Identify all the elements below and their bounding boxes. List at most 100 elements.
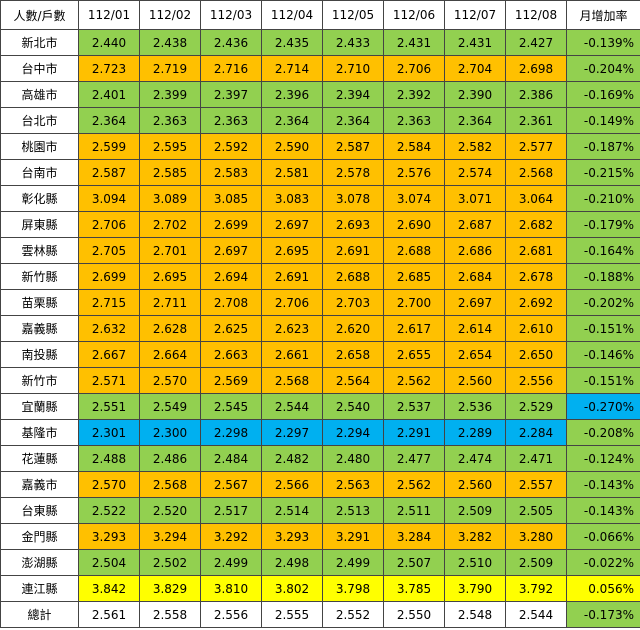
value-cell: 2.697 (444, 289, 506, 316)
header-cell: 112/04 (261, 0, 323, 30)
region-cell: 宜蘭縣 (0, 393, 79, 420)
value-cell: 2.687 (444, 211, 506, 238)
value-cell: 2.570 (139, 367, 201, 394)
value-cell: 2.706 (261, 289, 323, 316)
value-cell: 2.685 (383, 263, 445, 290)
value-cell: 2.550 (383, 601, 445, 628)
value-cell: 2.361 (505, 107, 567, 134)
value-cell: 2.692 (505, 289, 567, 316)
value-cell: 3.284 (383, 523, 445, 550)
value-cell: 2.584 (383, 133, 445, 160)
value-cell: 2.364 (444, 107, 506, 134)
header-cell: 112/05 (322, 0, 384, 30)
value-cell: 2.686 (444, 237, 506, 264)
region-cell: 雲林縣 (0, 237, 79, 264)
header-cell: 112/03 (200, 0, 262, 30)
value-cell: 2.509 (444, 497, 506, 524)
value-cell: 2.300 (139, 419, 201, 446)
value-cell: 3.280 (505, 523, 567, 550)
rate-cell: -0.270% (566, 393, 640, 420)
value-cell: 3.842 (78, 575, 140, 602)
value-cell: 2.700 (383, 289, 445, 316)
value-cell: 2.583 (200, 159, 262, 186)
value-cell: 3.282 (444, 523, 506, 550)
value-cell: 3.790 (444, 575, 506, 602)
value-cell: 2.576 (383, 159, 445, 186)
value-cell: 3.829 (139, 575, 201, 602)
rate-cell: -0.204% (566, 55, 640, 82)
value-cell: 2.291 (383, 419, 445, 446)
value-cell: 2.625 (200, 315, 262, 342)
value-cell: 2.711 (139, 289, 201, 316)
value-cell: 2.697 (261, 211, 323, 238)
rate-cell: -0.173% (566, 601, 640, 628)
value-cell: 2.558 (139, 601, 201, 628)
header-cell: 月增加率 (566, 0, 640, 30)
value-cell: 3.089 (139, 185, 201, 212)
table-row: 宜蘭縣 2.551 2.549 2.545 2.544 2.540 2.537 2.536 2.… (0, 393, 640, 420)
value-cell: 2.568 (261, 367, 323, 394)
value-cell: 2.556 (200, 601, 262, 628)
region-cell: 苗栗縣 (0, 289, 79, 316)
region-cell: 台中市 (0, 55, 79, 82)
value-cell: 2.595 (139, 133, 201, 160)
value-cell: 3.785 (383, 575, 445, 602)
value-cell: 2.561 (78, 601, 140, 628)
value-cell: 3.083 (261, 185, 323, 212)
value-cell: 2.551 (78, 393, 140, 420)
region-cell: 嘉義縣 (0, 315, 79, 342)
value-cell: 2.399 (139, 81, 201, 108)
value-cell: 2.427 (505, 29, 567, 56)
rate-cell: -0.143% (566, 471, 640, 498)
value-cell: 2.529 (505, 393, 567, 420)
value-cell: 2.517 (200, 497, 262, 524)
value-cell: 2.682 (505, 211, 567, 238)
header-cell: 112/02 (139, 0, 201, 30)
value-cell: 2.585 (139, 159, 201, 186)
value-cell: 2.536 (444, 393, 506, 420)
value-cell: 2.703 (322, 289, 384, 316)
value-cell: 2.706 (383, 55, 445, 82)
value-cell: 2.544 (505, 601, 567, 628)
value-cell: 2.435 (261, 29, 323, 56)
value-cell: 2.301 (78, 419, 140, 446)
value-cell: 2.650 (505, 341, 567, 368)
value-cell: 3.291 (322, 523, 384, 550)
value-cell: 2.697 (200, 237, 262, 264)
value-cell: 2.620 (322, 315, 384, 342)
value-cell: 2.702 (139, 211, 201, 238)
value-cell: 3.078 (322, 185, 384, 212)
header-cell: 112/01 (78, 0, 140, 30)
value-cell: 3.792 (505, 575, 567, 602)
rate-cell: -0.143% (566, 497, 640, 524)
value-cell: 2.567 (200, 471, 262, 498)
table-row: 新竹市 2.571 2.570 2.569 2.568 2.564 2.562 2.560 2.… (0, 367, 640, 394)
value-cell: 2.440 (78, 29, 140, 56)
value-cell: 2.592 (200, 133, 262, 160)
value-cell: 2.710 (322, 55, 384, 82)
value-cell: 2.658 (322, 341, 384, 368)
value-cell: 2.504 (78, 549, 140, 576)
rate-cell: -0.210% (566, 185, 640, 212)
value-cell: 2.540 (322, 393, 384, 420)
value-cell: 2.699 (78, 263, 140, 290)
value-cell: 2.566 (261, 471, 323, 498)
value-cell: 2.510 (444, 549, 506, 576)
value-cell: 2.663 (200, 341, 262, 368)
value-cell: 2.562 (383, 367, 445, 394)
value-cell: 2.557 (505, 471, 567, 498)
value-cell: 2.433 (322, 29, 384, 56)
value-cell: 2.502 (139, 549, 201, 576)
value-cell: 2.511 (383, 497, 445, 524)
value-cell: 2.363 (383, 107, 445, 134)
value-cell: 2.297 (261, 419, 323, 446)
value-cell: 2.364 (322, 107, 384, 134)
table-row: 總計 2.561 2.558 2.556 2.555 2.552 2.550 2.548 2.5… (0, 601, 640, 628)
value-cell: 2.549 (139, 393, 201, 420)
value-cell: 3.293 (261, 523, 323, 550)
header-cell: 112/06 (383, 0, 445, 30)
value-cell: 2.431 (383, 29, 445, 56)
rate-cell: -0.124% (566, 445, 640, 472)
value-cell: 2.569 (200, 367, 262, 394)
value-cell: 2.578 (322, 159, 384, 186)
